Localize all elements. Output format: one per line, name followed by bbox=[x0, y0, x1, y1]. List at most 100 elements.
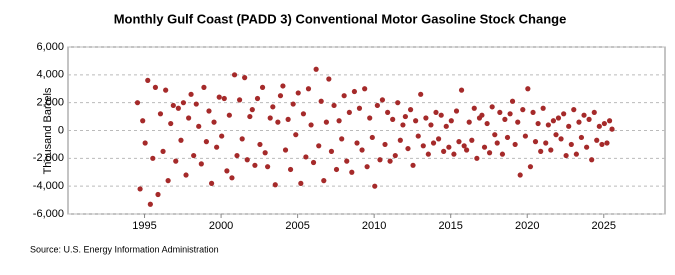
point bbox=[395, 100, 401, 106]
point bbox=[451, 151, 457, 157]
point bbox=[193, 101, 199, 107]
point bbox=[407, 107, 414, 113]
point bbox=[591, 109, 597, 116]
point bbox=[298, 180, 304, 186]
point bbox=[364, 164, 370, 170]
point bbox=[254, 95, 261, 102]
point bbox=[272, 182, 278, 188]
point bbox=[555, 115, 562, 121]
y-tick-label: -2,000 bbox=[33, 152, 64, 164]
point bbox=[535, 120, 541, 127]
point bbox=[173, 158, 179, 164]
point bbox=[229, 175, 235, 181]
point bbox=[571, 107, 577, 113]
point bbox=[397, 137, 403, 143]
point bbox=[382, 141, 388, 148]
point bbox=[249, 107, 255, 113]
point bbox=[295, 90, 301, 96]
point bbox=[458, 87, 465, 93]
point bbox=[599, 141, 605, 148]
point bbox=[277, 93, 284, 99]
point bbox=[300, 111, 307, 117]
point bbox=[231, 72, 238, 78]
chart-title: Monthly Gulf Coast (PADD 3) Conventional… bbox=[114, 11, 567, 26]
point bbox=[469, 137, 475, 143]
point bbox=[581, 112, 587, 118]
point bbox=[280, 83, 286, 89]
point bbox=[305, 86, 312, 92]
y-tick-label: 6,000 bbox=[36, 41, 64, 53]
point bbox=[351, 88, 358, 95]
point bbox=[303, 154, 309, 160]
point bbox=[354, 140, 360, 146]
point bbox=[155, 191, 161, 198]
point bbox=[377, 157, 383, 163]
point bbox=[239, 136, 245, 142]
point bbox=[438, 112, 444, 118]
point bbox=[191, 152, 197, 159]
point bbox=[527, 164, 534, 170]
point bbox=[446, 144, 452, 150]
point bbox=[168, 120, 174, 127]
point bbox=[285, 116, 291, 122]
point bbox=[420, 143, 426, 149]
point bbox=[308, 122, 314, 128]
point bbox=[385, 109, 391, 116]
point bbox=[134, 100, 141, 106]
x-tick-label: 2000 bbox=[209, 220, 233, 232]
x-tick-label: 2025 bbox=[592, 220, 616, 232]
point bbox=[413, 118, 419, 124]
point bbox=[293, 132, 299, 138]
x-tick-label: 2005 bbox=[285, 220, 309, 232]
point bbox=[489, 104, 495, 110]
point bbox=[540, 105, 546, 111]
point bbox=[520, 107, 526, 113]
point bbox=[196, 123, 202, 129]
point bbox=[341, 93, 347, 99]
point bbox=[282, 147, 289, 153]
y-tick-label: -6,000 bbox=[33, 208, 64, 220]
point bbox=[433, 109, 439, 116]
point bbox=[150, 155, 156, 161]
point bbox=[287, 166, 294, 173]
point bbox=[415, 133, 421, 139]
point bbox=[443, 123, 449, 129]
point bbox=[206, 108, 212, 114]
point bbox=[247, 113, 253, 120]
point bbox=[333, 166, 340, 173]
point bbox=[344, 158, 350, 164]
point bbox=[339, 136, 345, 142]
point bbox=[502, 116, 508, 122]
point bbox=[522, 133, 528, 139]
x-tick-label: 2015 bbox=[438, 220, 462, 232]
point bbox=[550, 118, 557, 124]
point bbox=[226, 112, 232, 118]
point bbox=[604, 140, 610, 146]
point bbox=[178, 137, 184, 143]
point bbox=[310, 159, 317, 166]
point bbox=[323, 119, 329, 125]
point bbox=[456, 139, 462, 145]
point bbox=[507, 111, 513, 117]
point bbox=[262, 150, 268, 156]
source-note: Source: U.S. Energy Information Administ… bbox=[30, 244, 219, 254]
point bbox=[423, 115, 429, 121]
point bbox=[492, 132, 498, 138]
point bbox=[566, 123, 572, 129]
point bbox=[428, 122, 434, 128]
point bbox=[346, 109, 352, 116]
point bbox=[525, 86, 531, 92]
point bbox=[512, 141, 518, 148]
point bbox=[532, 139, 539, 145]
point bbox=[387, 158, 393, 164]
point bbox=[374, 102, 380, 109]
point bbox=[545, 122, 551, 128]
point bbox=[578, 134, 585, 141]
point bbox=[290, 101, 296, 107]
point bbox=[201, 84, 207, 90]
point bbox=[515, 119, 521, 125]
point bbox=[499, 151, 506, 157]
x-tick-label: 2020 bbox=[515, 220, 539, 232]
point bbox=[328, 148, 335, 154]
point bbox=[186, 115, 192, 121]
